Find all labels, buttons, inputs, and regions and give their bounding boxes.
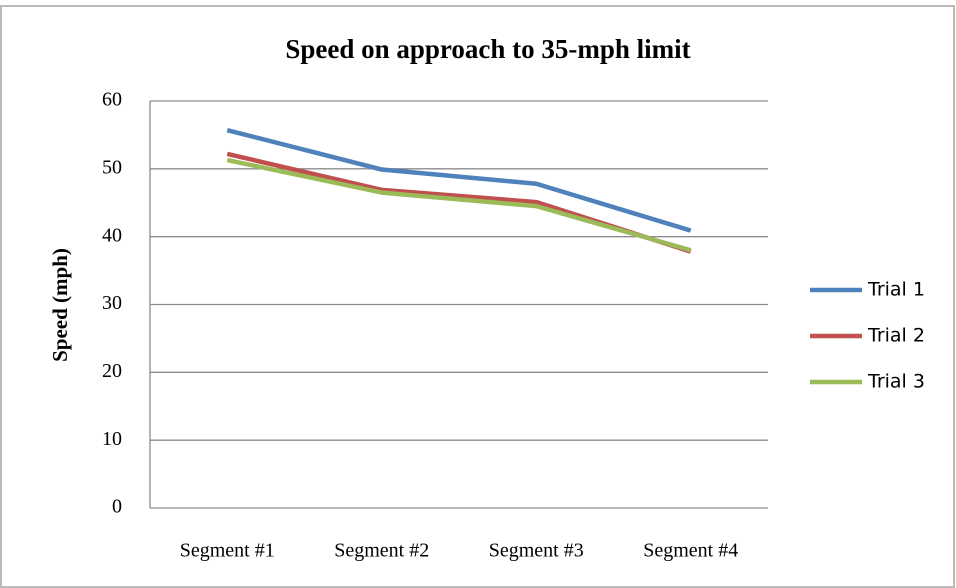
legend-label: Trial 2 [867,325,925,347]
chart-frame [0,5,955,588]
x-tick-label: Segment #3 [489,540,584,562]
y-tick-label: 10 [102,428,122,450]
legend-label: Trial 3 [867,371,925,393]
x-tick-label: Segment #1 [180,540,275,562]
chart-title: Speed on approach to 35-mph limit [285,34,690,64]
x-tick-label: Segment #2 [334,540,429,562]
y-tick-label: 60 [102,89,122,111]
legend: Trial 1 Trial 2 Trial 3 [810,279,925,393]
legend-label: Trial 1 [867,279,925,301]
y-tick-label: 40 [102,224,122,246]
y-axis-label: Speed (mph) [48,248,72,362]
y-tick-label: 0 [112,496,122,518]
plot-area: 0 10 20 30 40 50 60 Segment #1 Segment #2 Segment… [102,89,768,562]
series-line [226,127,692,233]
y-tick-label: 30 [102,292,122,314]
series-line [226,157,692,253]
y-tick-label: 20 [102,360,122,382]
x-tick-label: Segment #4 [643,540,738,562]
y-tick-label: 50 [102,156,122,178]
